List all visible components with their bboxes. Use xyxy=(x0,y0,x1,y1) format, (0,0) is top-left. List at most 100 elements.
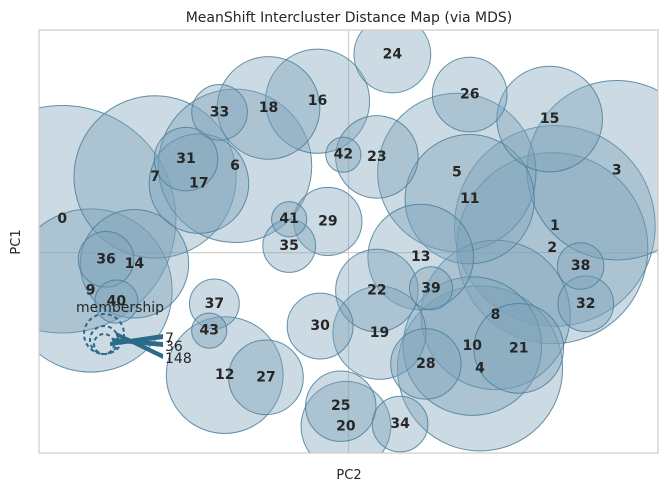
cluster-1 xyxy=(453,125,656,327)
cluster-15 xyxy=(496,65,603,173)
cluster-label-12: 12 xyxy=(215,367,234,383)
cluster-label-23: 23 xyxy=(367,149,386,165)
cluster-label-22: 22 xyxy=(367,282,386,298)
plot-frame xyxy=(38,29,659,454)
cluster-13 xyxy=(367,203,475,311)
legend-size-148: 148 xyxy=(165,351,192,367)
cluster-label-18: 18 xyxy=(259,100,278,116)
cluster-41 xyxy=(271,201,308,238)
y-axis-label: PC1 xyxy=(9,229,24,254)
cluster-20 xyxy=(300,380,392,453)
x-axis-label: PC2 xyxy=(336,468,361,483)
cluster-label-35: 35 xyxy=(279,238,298,254)
legend-title: membership xyxy=(76,300,164,316)
cluster-label-19: 19 xyxy=(370,325,389,341)
cluster-42 xyxy=(325,136,362,173)
cluster-label-38: 38 xyxy=(571,258,590,274)
cluster-0 xyxy=(39,105,177,334)
cluster-label-15: 15 xyxy=(540,111,559,127)
cluster-label-27: 27 xyxy=(256,369,275,385)
cluster-label-16: 16 xyxy=(308,93,327,109)
legend-leader-148 xyxy=(116,332,163,359)
cluster-18 xyxy=(216,56,321,160)
cluster-4 xyxy=(396,285,564,452)
cluster-label-32: 32 xyxy=(576,296,595,312)
cluster-22 xyxy=(335,248,419,333)
cluster-25 xyxy=(305,370,377,442)
cluster-label-11: 11 xyxy=(460,191,479,207)
cluster-16 xyxy=(264,48,371,154)
cluster-label-5: 5 xyxy=(452,164,462,180)
cluster-2 xyxy=(456,152,649,345)
cluster-label-0: 0 xyxy=(57,211,67,227)
cluster-3 xyxy=(526,80,658,261)
cluster-19 xyxy=(332,285,427,380)
cluster-43 xyxy=(191,312,228,349)
cluster-33 xyxy=(191,84,248,141)
cluster-labels: 0 123456789101112131415161718192021222324… xyxy=(57,46,621,434)
cluster-27 xyxy=(228,339,304,416)
cluster-label-4: 4 xyxy=(475,360,485,376)
cluster-label-7: 7 xyxy=(150,169,160,185)
cluster-label-28: 28 xyxy=(416,356,435,372)
cluster-label-13: 13 xyxy=(411,249,430,265)
cluster-label-26: 26 xyxy=(460,87,479,103)
cluster-label-34: 34 xyxy=(390,416,410,432)
cluster-label-37: 37 xyxy=(205,296,224,312)
legend-size-36: 36 xyxy=(165,339,183,355)
cluster-label-41: 41 xyxy=(279,211,298,227)
cluster-10 xyxy=(402,276,543,416)
cluster-label-8: 8 xyxy=(491,307,501,323)
cluster-29 xyxy=(293,186,363,257)
legend-size-7: 7 xyxy=(165,331,174,347)
cluster-label-42: 42 xyxy=(334,147,353,163)
cluster-36 xyxy=(77,230,135,288)
cluster-label-39: 39 xyxy=(421,280,440,296)
cluster-30 xyxy=(286,292,354,360)
cluster-label-10: 10 xyxy=(463,338,483,354)
cluster-28 xyxy=(390,328,462,400)
cluster-12 xyxy=(165,316,284,434)
grid xyxy=(39,30,658,453)
cluster-34 xyxy=(371,395,429,453)
cluster-label-29: 29 xyxy=(318,213,337,229)
clusters xyxy=(39,30,658,453)
cluster-7 xyxy=(73,95,237,259)
cluster-39 xyxy=(408,266,454,311)
cluster-5 xyxy=(377,92,537,253)
cluster-38 xyxy=(556,242,605,290)
cluster-37 xyxy=(188,278,240,330)
cluster-label-6: 6 xyxy=(230,158,240,174)
cluster-label-30: 30 xyxy=(310,318,330,334)
cluster-21 xyxy=(473,302,565,394)
cluster-23 xyxy=(335,115,419,199)
cluster-14 xyxy=(79,209,190,319)
cluster-label-1: 1 xyxy=(550,218,560,234)
cluster-label-20: 20 xyxy=(336,418,356,434)
cluster-8 xyxy=(420,239,571,391)
cluster-31 xyxy=(153,126,219,192)
cluster-9 xyxy=(39,208,173,373)
cluster-32 xyxy=(557,275,615,333)
cluster-label-40: 40 xyxy=(107,294,127,310)
cluster-label-9: 9 xyxy=(86,282,96,298)
cluster-35 xyxy=(262,219,317,273)
cluster-17 xyxy=(148,133,250,234)
cluster-40 xyxy=(94,279,139,324)
cluster-label-24: 24 xyxy=(383,46,403,62)
cluster-label-43: 43 xyxy=(199,323,218,339)
cluster-label-33: 33 xyxy=(210,104,229,120)
cluster-label-36: 36 xyxy=(96,251,115,267)
cluster-label-2: 2 xyxy=(547,240,557,256)
cluster-label-31: 31 xyxy=(176,151,195,167)
cluster-label-17: 17 xyxy=(189,176,208,192)
cluster-label-25: 25 xyxy=(331,398,350,414)
chart-title: MeanShift Intercluster Distance Map (via… xyxy=(186,10,513,26)
cluster-24 xyxy=(353,30,432,94)
cluster-11 xyxy=(404,134,535,265)
cluster-label-14: 14 xyxy=(125,256,145,272)
cluster-label-21: 21 xyxy=(509,340,528,356)
cluster-label-3: 3 xyxy=(612,162,622,178)
